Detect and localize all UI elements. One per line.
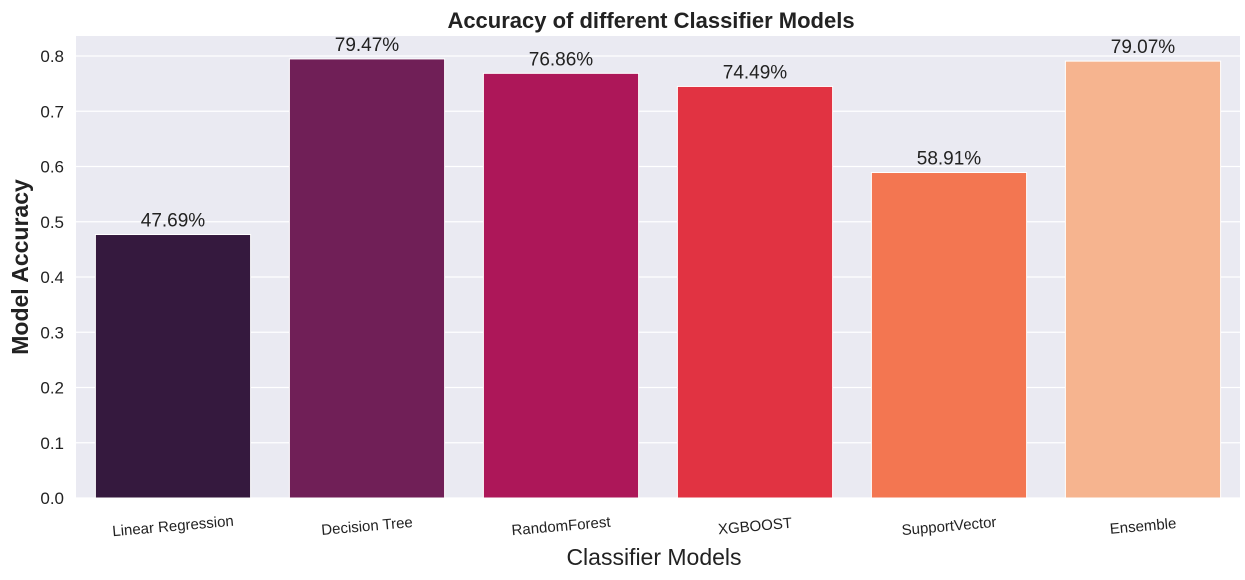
data-label: 58.91% bbox=[917, 149, 982, 170]
gridlines bbox=[76, 55, 1240, 499]
bar bbox=[1064, 60, 1222, 499]
y-tick-label: 0.2 bbox=[40, 379, 64, 398]
bars bbox=[94, 58, 1222, 499]
x-axis-label: Classifier Models bbox=[566, 544, 741, 570]
bar bbox=[94, 234, 252, 499]
y-tick-label: 0.1 bbox=[40, 434, 64, 453]
bar bbox=[482, 72, 640, 499]
x-tick-labels: Linear Regression Decision Tree RandomFore… bbox=[112, 513, 1177, 541]
bar bbox=[288, 58, 446, 499]
data-label: 76.86% bbox=[529, 49, 594, 70]
x-tick-label: XGBOOST bbox=[717, 515, 792, 538]
data-label: 74.49% bbox=[723, 62, 788, 83]
x-tick-label: SupportVector bbox=[901, 514, 997, 539]
data-label: 79.07% bbox=[1111, 37, 1176, 58]
x-tick-label: Decision Tree bbox=[321, 514, 414, 539]
data-labels: 47.69% 79.47% 76.86% 74.49% 58.91% 79.07% bbox=[141, 35, 1176, 232]
y-tick-label: 0.0 bbox=[40, 489, 64, 508]
plot-area bbox=[76, 36, 1240, 498]
x-tick-label: Ensemble bbox=[1109, 515, 1177, 538]
y-tick-label: 0.8 bbox=[40, 47, 64, 66]
y-tick-labels: 0.0 0.1 0.2 0.3 0.4 0.5 0.6 0.7 0.8 bbox=[40, 47, 64, 508]
data-label: 47.69% bbox=[141, 211, 206, 232]
y-tick-label: 0.3 bbox=[40, 323, 64, 342]
y-tick-label: 0.4 bbox=[40, 268, 64, 287]
chart-title: Accuracy of different Classifier Models bbox=[447, 8, 854, 33]
y-tick-label: 0.6 bbox=[40, 158, 64, 177]
bar bbox=[676, 85, 834, 499]
y-axis-label: Model Accuracy bbox=[7, 179, 33, 355]
y-tick-label: 0.7 bbox=[40, 102, 64, 121]
x-tick-label: RandomForest bbox=[511, 514, 612, 540]
y-tick-label: 0.5 bbox=[40, 213, 64, 232]
bar bbox=[870, 172, 1028, 499]
data-label: 79.47% bbox=[335, 35, 400, 56]
x-tick-label: Linear Regression bbox=[112, 513, 235, 541]
